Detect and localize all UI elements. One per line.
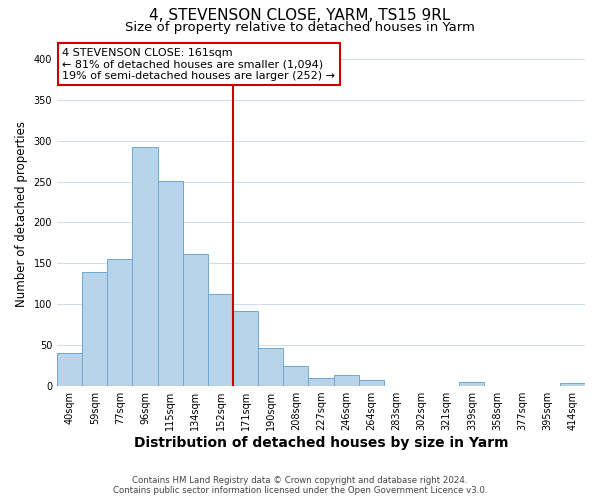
Bar [334,376,359,386]
Bar [183,254,208,386]
Bar [308,378,334,386]
Bar [233,311,258,386]
Bar [158,181,183,386]
Bar [560,383,585,386]
Bar [283,366,308,386]
Text: 4, STEVENSON CLOSE, YARM, TS15 9RL: 4, STEVENSON CLOSE, YARM, TS15 9RL [149,8,451,22]
Bar [57,354,82,386]
Text: 4 STEVENSON CLOSE: 161sqm
← 81% of detached houses are smaller (1,094)
19% of se: 4 STEVENSON CLOSE: 161sqm ← 81% of detac… [62,48,335,81]
Bar [459,382,484,386]
Bar [359,380,384,386]
Bar [133,147,158,386]
Bar [82,272,107,386]
Text: Size of property relative to detached houses in Yarm: Size of property relative to detached ho… [125,21,475,34]
Bar [107,260,133,386]
Text: Contains HM Land Registry data © Crown copyright and database right 2024.
Contai: Contains HM Land Registry data © Crown c… [113,476,487,495]
Bar [208,294,233,386]
X-axis label: Distribution of detached houses by size in Yarm: Distribution of detached houses by size … [134,436,508,450]
Y-axis label: Number of detached properties: Number of detached properties [15,122,28,308]
Bar [258,348,283,386]
